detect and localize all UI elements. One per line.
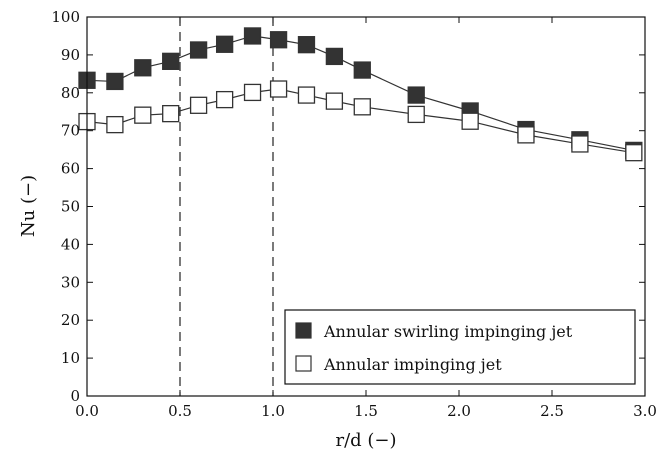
legend-marker-annular — [295, 355, 312, 372]
y-tick-label: 40 — [61, 235, 80, 253]
series-layer — [78, 27, 643, 162]
data-point-open — [571, 135, 589, 153]
y-axis-title: Nu (−) — [18, 175, 39, 237]
data-point-filled — [189, 41, 208, 59]
data-point-filled — [243, 27, 262, 45]
data-point-filled — [106, 72, 124, 91]
data-point-filled — [215, 35, 234, 53]
data-point-filled — [353, 61, 371, 79]
legend-label-swirling: Annular swirling impinging jet — [323, 322, 573, 341]
x-tick-label: 2.5 — [540, 402, 564, 420]
data-point-open — [134, 106, 152, 124]
legend-box — [284, 309, 636, 385]
y-tick-label: 90 — [61, 46, 80, 64]
data-point-open — [162, 104, 180, 123]
data-point-filled — [134, 59, 152, 77]
y-tick-label: 50 — [61, 198, 80, 216]
axes-layer: 0.0 0.5 1.0 1.5 2.0 2.5 3.0 0 10 20 30 40 50 60 70 80 90… — [51, 8, 657, 420]
data-point-filled — [325, 47, 344, 66]
data-point-filled — [269, 31, 288, 49]
y-tick-label: 80 — [61, 84, 80, 102]
series-line-0 — [86, 35, 634, 151]
y-tick-label: 0 — [70, 387, 80, 405]
data-point-open — [353, 98, 371, 116]
data-point-open — [407, 105, 425, 124]
data-point-open — [625, 144, 643, 162]
series-line-1 — [86, 88, 634, 154]
x-tick-label: 0.5 — [168, 402, 192, 420]
data-point-open — [325, 92, 344, 110]
legend-marker-swirling — [295, 322, 312, 339]
y-tick-label: 70 — [61, 122, 80, 140]
data-point-open — [269, 80, 288, 98]
data-point-open — [297, 86, 316, 104]
x-tick-label: 1.0 — [261, 402, 285, 420]
data-point-filled — [162, 52, 180, 70]
data-point-open — [461, 112, 479, 130]
reference-lines — [179, 17, 274, 396]
x-tick-label: 3.0 — [633, 402, 657, 420]
y-tick-label: 100 — [51, 8, 80, 26]
y-tick-label: 10 — [61, 349, 80, 367]
x-tick-label: 0.0 — [75, 402, 99, 420]
data-point-open — [517, 126, 535, 144]
data-point-filled — [407, 86, 425, 104]
x-tick-label: 2.0 — [447, 402, 471, 420]
legend-label-annular: Annular impinging jet — [323, 355, 502, 374]
x-tick-label: 1.5 — [354, 402, 378, 420]
data-point-open — [215, 90, 234, 109]
x-axis-title: r/d (−) — [335, 430, 396, 451]
data-point-open — [189, 96, 208, 114]
data-point-filled — [297, 36, 316, 54]
data-point-open — [106, 115, 124, 134]
data-point-open — [243, 83, 262, 102]
y-tick-label: 30 — [61, 273, 80, 291]
y-tick-label: 60 — [61, 160, 80, 178]
legend: Annular swirling impinging jet Annular i… — [284, 309, 636, 385]
y-tick-label: 20 — [61, 311, 80, 329]
